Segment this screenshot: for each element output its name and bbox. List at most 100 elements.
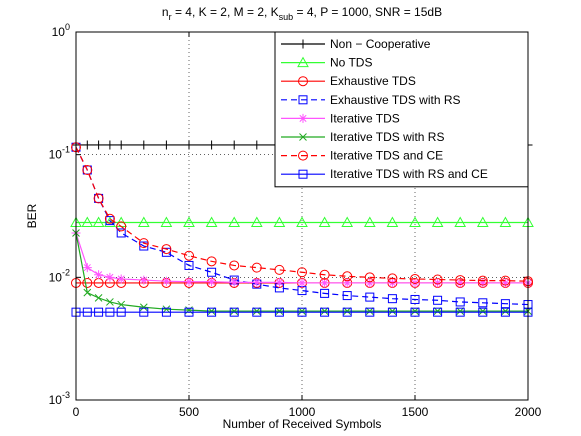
marker — [252, 277, 262, 287]
marker — [105, 307, 115, 317]
y-tick-label: 100 — [52, 22, 70, 39]
marker — [137, 216, 150, 227]
marker — [343, 307, 352, 316]
marker — [500, 278, 510, 288]
marker — [341, 216, 354, 227]
marker — [139, 140, 149, 150]
marker — [250, 216, 263, 227]
marker — [229, 307, 239, 317]
marker — [106, 298, 114, 306]
marker — [388, 307, 397, 316]
marker — [251, 262, 262, 273]
marker — [275, 307, 284, 316]
marker — [274, 264, 285, 275]
marker — [116, 274, 126, 284]
marker — [455, 278, 465, 288]
marker — [116, 228, 126, 238]
x-axis-label: Number of Received Symbols — [223, 417, 382, 431]
marker — [92, 216, 105, 227]
marker — [297, 267, 307, 278]
marker — [342, 278, 352, 288]
x-tick-label: 0 — [73, 405, 80, 419]
legend-marker — [299, 133, 307, 141]
marker — [229, 277, 239, 287]
marker — [139, 307, 149, 317]
marker — [252, 307, 261, 316]
marker — [184, 260, 194, 270]
x-tick-label: 500 — [179, 405, 199, 419]
marker — [456, 307, 465, 316]
marker — [160, 216, 173, 227]
y-tick-label: 10-2 — [49, 267, 70, 284]
marker — [228, 216, 241, 227]
marker — [207, 307, 217, 317]
marker — [387, 273, 398, 284]
legend-marker — [298, 39, 308, 49]
marker — [116, 307, 126, 317]
legend-label: Non − Cooperative — [330, 37, 431, 51]
chart-title: nr = 4, K = 2, M = 2, Ksub = 4, P = 1000… — [162, 5, 442, 22]
marker — [161, 276, 171, 286]
marker — [476, 216, 489, 227]
legend-label: No TDS — [330, 56, 372, 70]
marker — [387, 307, 397, 317]
y-tick-label: 10-3 — [49, 390, 70, 407]
marker — [320, 288, 330, 298]
marker — [184, 250, 194, 261]
marker — [184, 277, 194, 287]
marker — [500, 275, 511, 286]
marker — [94, 270, 104, 280]
marker — [410, 273, 420, 284]
marker — [410, 307, 420, 317]
legend-marker — [297, 56, 309, 68]
marker — [500, 299, 510, 309]
marker — [205, 216, 218, 227]
legend-marker — [298, 150, 308, 161]
marker — [320, 278, 330, 288]
marker — [161, 247, 171, 257]
marker — [411, 307, 419, 316]
marker — [433, 307, 442, 316]
legend-marker — [298, 113, 308, 123]
y-tick-label: 10-1 — [49, 145, 70, 162]
marker — [162, 305, 171, 314]
marker — [230, 307, 239, 316]
marker — [319, 269, 330, 280]
marker — [433, 295, 443, 305]
marker — [410, 294, 420, 304]
marker — [183, 216, 195, 227]
marker — [82, 263, 92, 273]
marker — [207, 267, 217, 277]
marker — [501, 307, 510, 316]
marker — [184, 140, 194, 150]
marker — [500, 307, 510, 317]
marker — [82, 164, 93, 175]
marker — [116, 140, 126, 150]
x-tick-label: 2000 — [515, 405, 542, 419]
marker — [161, 244, 172, 255]
marker — [94, 140, 104, 150]
x-tick-label: 1000 — [289, 405, 316, 419]
marker — [409, 216, 421, 227]
marker — [455, 297, 465, 307]
marker — [184, 307, 194, 317]
marker — [273, 216, 286, 227]
marker — [138, 238, 149, 249]
legend-label: Iterative TDS and CE — [330, 149, 443, 163]
marker — [117, 300, 126, 309]
legend-marker — [298, 76, 308, 87]
marker — [320, 307, 329, 316]
series-line — [75, 146, 529, 282]
marker — [104, 216, 116, 227]
marker — [410, 278, 420, 288]
marker — [82, 140, 92, 150]
marker — [342, 307, 352, 317]
marker — [431, 216, 444, 227]
marker — [433, 278, 443, 288]
marker — [104, 213, 115, 224]
legend-marker — [298, 95, 308, 105]
marker — [478, 278, 488, 288]
marker — [207, 307, 216, 316]
marker — [116, 221, 127, 232]
